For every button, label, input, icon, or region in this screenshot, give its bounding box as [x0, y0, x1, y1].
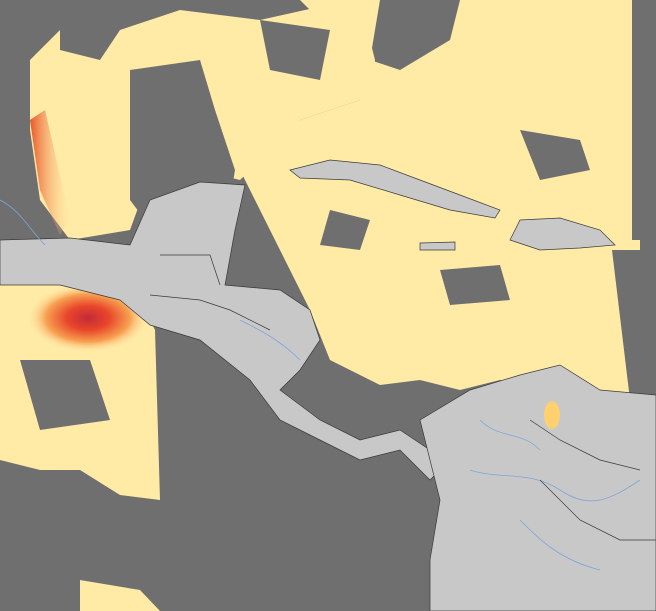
- south-data-patch: [80, 580, 160, 611]
- rivers-layer: [0, 199, 641, 571]
- florida-land: [300, 0, 375, 110]
- borders-layer: [149, 254, 656, 541]
- hispaniola-land: [509, 217, 616, 251]
- cuba-land: [289, 159, 501, 219]
- south-america-land: [419, 364, 656, 611]
- florida-gap: [370, 0, 460, 70]
- pacific-hotspot: [28, 284, 148, 352]
- mexico-coast-hotspot: [30, 110, 70, 235]
- maracaibo-data-patch: [544, 401, 560, 429]
- jamaica-land: [419, 241, 456, 251]
- central-america-land: [0, 181, 441, 481]
